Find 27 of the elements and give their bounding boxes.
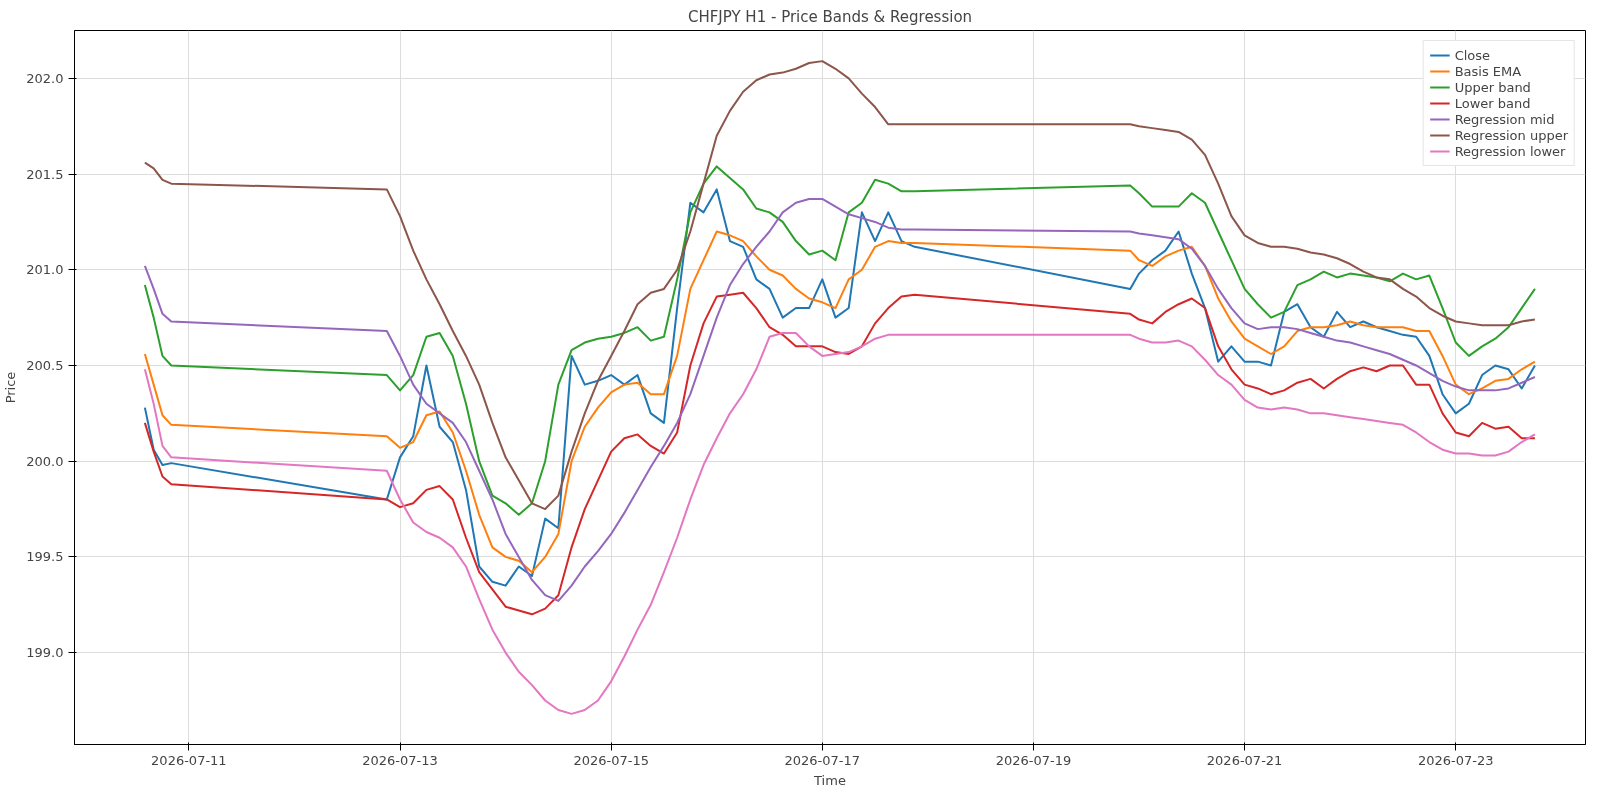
x-axis-title: Time [813,772,846,788]
x-tick-label: 2026-07-19 [995,752,1072,768]
legend-label: Lower band [1454,95,1531,111]
y-tick-label: 200.5 [26,357,64,373]
y-tick-label: 201.5 [26,166,64,182]
line-series [143,165,1536,516]
chart-title: CHFJPY H1 - Price Bands & Regression [687,7,973,26]
legend-label: Upper band [1454,79,1531,95]
x-tick-label: 2026-07-11 [151,752,227,768]
legend-label: Basis EMA [1454,63,1522,79]
line-series [143,331,1536,715]
y-tick-label: 201.0 [26,262,64,278]
x-tick-label: 2026-07-21 [1206,752,1283,768]
x-tick-label: 2026-07-17 [784,752,861,768]
legend-label: Regression upper [1454,127,1568,143]
line-series [143,291,1536,616]
y-tick-label: 200.0 [26,453,64,469]
y-axis-title: Price [3,371,19,404]
y-tick-label: 202.0 [26,70,64,86]
legend-label: Regression lower [1454,143,1566,159]
y-tick-label: 199.0 [26,645,64,661]
y-tick-label: 199.5 [26,549,64,565]
legend-label: Regression mid [1454,111,1555,127]
x-tick-label: 2026-07-23 [1417,752,1494,768]
x-tick-label: 2026-07-15 [573,752,649,768]
legend-label: Close [1454,47,1491,63]
x-tick-label: 2026-07-13 [362,752,438,768]
